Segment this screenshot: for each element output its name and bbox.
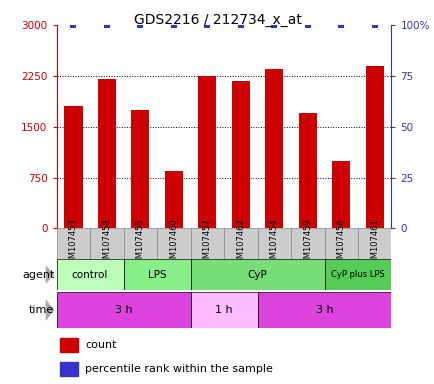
Bar <box>365 66 383 228</box>
Bar <box>197 76 216 228</box>
Point <box>371 22 378 28</box>
Text: 3 h: 3 h <box>115 305 132 315</box>
Bar <box>56 228 90 259</box>
Text: GSM107454: GSM107454 <box>269 218 278 269</box>
Text: CyP: CyP <box>247 270 267 280</box>
Bar <box>331 161 350 228</box>
Bar <box>257 228 290 259</box>
Text: GSM107460: GSM107460 <box>169 218 178 269</box>
Bar <box>56 292 190 328</box>
Text: GSM107462: GSM107462 <box>236 218 245 269</box>
Text: 1 h: 1 h <box>215 305 232 315</box>
Bar <box>224 228 257 259</box>
Text: CyP plus LPS: CyP plus LPS <box>330 270 384 279</box>
Bar <box>97 79 116 228</box>
Text: agent: agent <box>22 270 54 280</box>
Bar <box>257 292 391 328</box>
Text: count: count <box>85 340 116 350</box>
Text: GSM107457: GSM107457 <box>202 218 211 269</box>
Text: GSM107461: GSM107461 <box>369 218 378 269</box>
Text: 3 h: 3 h <box>315 305 332 315</box>
Bar <box>264 69 283 228</box>
Point <box>337 22 344 28</box>
Bar <box>190 228 224 259</box>
Bar <box>90 228 123 259</box>
Text: GSM107459: GSM107459 <box>302 218 312 269</box>
Point <box>237 22 244 28</box>
Text: time: time <box>29 305 54 315</box>
Text: percentile rank within the sample: percentile rank within the sample <box>85 364 272 374</box>
Text: GSM107456: GSM107456 <box>336 218 345 269</box>
Point <box>103 22 110 28</box>
Bar <box>157 228 190 259</box>
Point <box>304 22 311 28</box>
Bar <box>56 259 123 290</box>
Text: GSM107453: GSM107453 <box>69 218 78 269</box>
Bar <box>324 259 391 290</box>
Bar <box>131 110 149 228</box>
Bar <box>64 106 82 228</box>
Text: GSM107458: GSM107458 <box>102 218 111 269</box>
Text: GSM107455: GSM107455 <box>135 218 145 269</box>
Polygon shape <box>46 299 54 321</box>
Bar <box>164 171 183 228</box>
Point <box>70 22 77 28</box>
Point <box>270 22 277 28</box>
Text: GDS2216 / 212734_x_at: GDS2216 / 212734_x_at <box>133 13 301 27</box>
Bar <box>324 228 357 259</box>
Point <box>170 22 177 28</box>
Bar <box>231 81 250 228</box>
Bar <box>298 113 316 228</box>
Bar <box>357 228 391 259</box>
Bar <box>190 292 257 328</box>
Bar <box>60 362 78 376</box>
Bar <box>290 228 324 259</box>
Bar <box>190 259 324 290</box>
Text: LPS: LPS <box>148 270 166 280</box>
Polygon shape <box>46 265 54 284</box>
Point <box>137 22 144 28</box>
Point <box>203 22 210 28</box>
Bar <box>60 338 78 353</box>
Bar <box>123 228 157 259</box>
Bar <box>123 259 190 290</box>
Text: control: control <box>72 270 108 280</box>
